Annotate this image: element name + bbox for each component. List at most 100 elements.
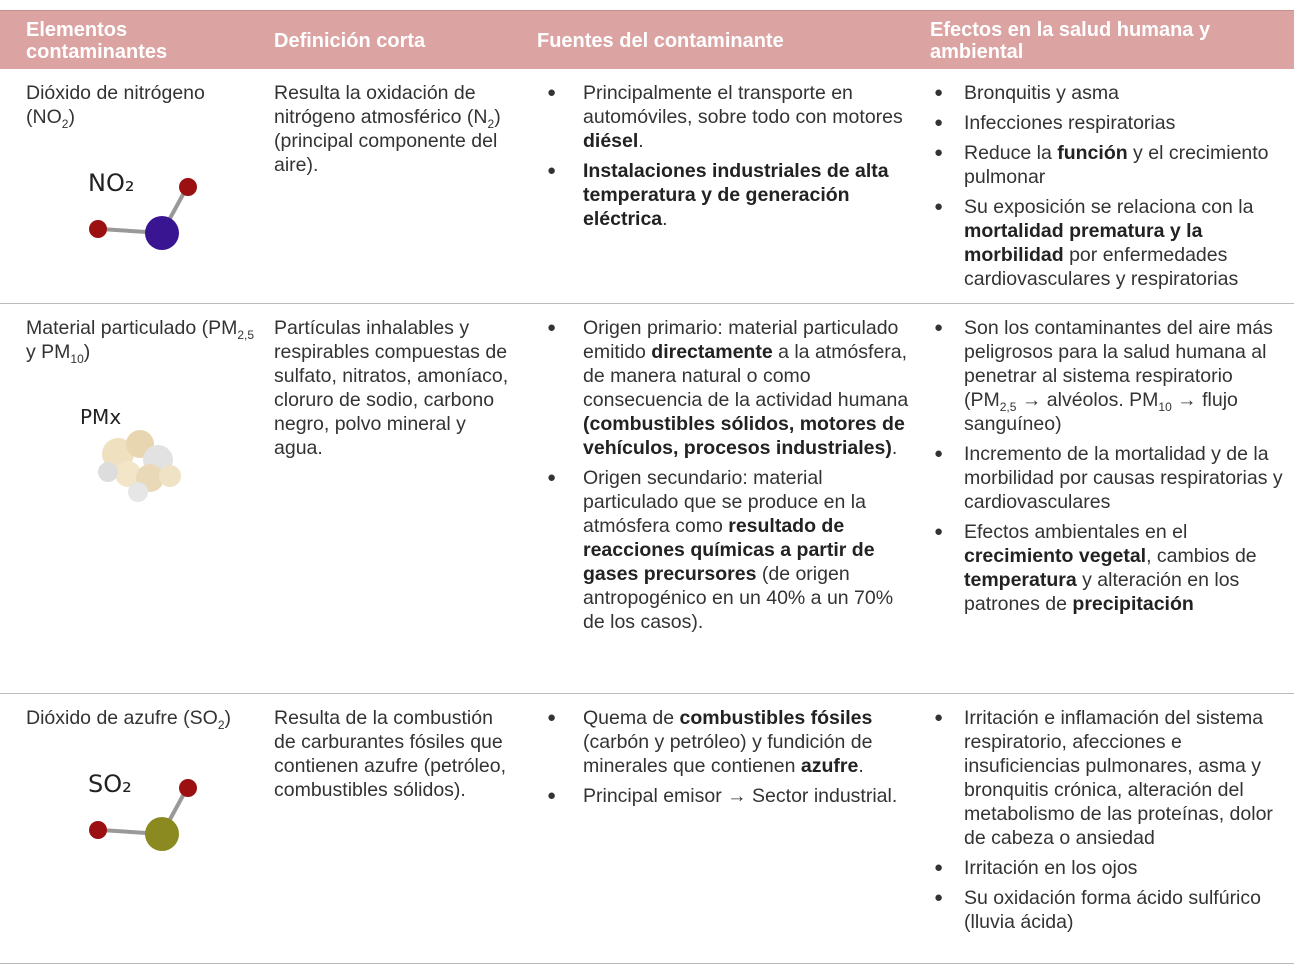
image-label: PMx	[80, 405, 121, 429]
molecule-image: SO₂	[58, 740, 210, 872]
image-background	[58, 740, 210, 872]
bold-text: función	[1057, 142, 1128, 164]
effect-item: Son los contaminantes del aire más pelig…	[930, 316, 1288, 436]
text-run: Principal emisor → Sector industrial.	[583, 785, 898, 807]
text-run: por enfermedades cardiovasculares y resp…	[964, 244, 1239, 290]
sources-cell: Quema de combustibles fósiles (carbón y …	[525, 693, 918, 964]
table-row: Dióxido de nitrógeno (NO2) NO₂ Resulta la …	[0, 69, 1294, 304]
effect-item: Bronquitis y asma	[930, 81, 1288, 105]
text-run: Quema de	[583, 707, 680, 729]
text-run: Bronquitis y asma	[964, 82, 1119, 104]
element-cell: Dióxido de azufre (SO2) SO₂	[0, 693, 262, 964]
text-run: )	[68, 106, 75, 128]
source-item: Quema de combustibles fósiles (carbón y …	[537, 706, 912, 778]
bold-text: (combustibles sólidos, motores de vehícu…	[583, 413, 905, 459]
bold-text: crecimiento vegetal	[964, 545, 1147, 567]
text-run: Material particulado (PM	[26, 317, 238, 339]
subscript: 2,5	[237, 327, 255, 342]
text-run: Irritación en los ojos	[964, 857, 1138, 879]
source-item: Origen primario: material particulado em…	[537, 316, 912, 460]
column-header: Efectos en la salud humana y ambiental	[918, 10, 1294, 69]
source-item: Principalmente el transporte en automóvi…	[537, 81, 912, 153]
text-run: y PM	[26, 341, 71, 363]
table-header: Elementos contaminantes Definición corta F…	[0, 10, 1294, 69]
element-name: Dióxido de nitrógeno (NO2)	[26, 81, 256, 130]
column-header: Definición corta	[262, 10, 525, 69]
text-run: Infecciones respiratorias	[964, 112, 1176, 134]
source-item: Origen secundario: material particulado …	[537, 466, 912, 634]
element-name: Material particulado (PM2,5 y PM10)	[26, 316, 256, 365]
effect-item: Su oxidación forma ácido sulfúrico (lluv…	[930, 886, 1288, 934]
effects-cell: Bronquitis y asma Infecciones respiratori…	[918, 69, 1294, 304]
sources-cell: Origen primario: material particulado em…	[525, 303, 918, 694]
oxygen-atom	[179, 779, 197, 797]
effects-list: Irritación e inflamación del sistema res…	[930, 706, 1288, 934]
image-background	[58, 139, 210, 271]
sources-list: Origen primario: material particulado em…	[537, 316, 912, 634]
sources-cell: Principalmente el transporte en automóvi…	[525, 69, 918, 304]
text-run: Origen secundario: material particulado …	[583, 467, 866, 537]
text-run: Resulta la oxidación de nitrógeno atmosf…	[274, 82, 488, 128]
text-run: .	[858, 755, 864, 777]
definition-cell: Resulta la oxidación de nitrógeno atmosf…	[262, 69, 525, 304]
text-run: .	[638, 130, 644, 152]
effects-cell: Irritación e inflamación del sistema res…	[918, 693, 1294, 964]
column-header: Elementos contaminantes	[0, 10, 262, 69]
molecule-image: NO₂	[58, 139, 210, 271]
table-row: Dióxido de azufre (SO2) SO₂ Resulta de la …	[0, 693, 1294, 964]
bold-text: mortalidad prematura y la morbilidad	[964, 220, 1203, 266]
text-run: .	[891, 437, 898, 459]
bold-text: Instalaciones industriales de alta tempe…	[583, 160, 889, 230]
text-run: .	[662, 208, 668, 230]
table-row: Material particulado (PM2,5 y PM10) PMx Pa…	[0, 303, 1294, 694]
effect-item: Incremento de la mortalidad y de la morb…	[930, 442, 1288, 514]
text-run: Su exposición se relaciona con la	[964, 196, 1254, 218]
text-run: (de origen antropogénico en un 40% a un …	[583, 563, 894, 633]
header-row: Elementos contaminantes Definición corta F…	[0, 10, 1294, 69]
text-run: ) (principal componente del aire).	[274, 106, 501, 176]
bold-text: azufre	[800, 755, 859, 777]
text-run: Incremento de la mortalidad y de la morb…	[964, 443, 1283, 513]
bold-text: combustibles fósiles	[679, 707, 873, 729]
effects-list: Bronquitis y asma Infecciones respiratori…	[930, 81, 1288, 291]
effects-list: Son los contaminantes del aire más pelig…	[930, 316, 1288, 616]
text-run: Efectos ambientales en el	[964, 521, 1188, 543]
sources-list: Principalmente el transporte en automóvi…	[537, 81, 912, 231]
text-run: y alteración en los patrones de	[964, 569, 1240, 615]
text-run: , cambios de	[1146, 545, 1257, 567]
image-label: NO₂	[88, 169, 134, 197]
text-run: → alvéolos. PM	[1016, 389, 1159, 411]
subscript: 2,5	[999, 399, 1017, 414]
text-run: a la atmósfera, de manera natural o como…	[583, 341, 909, 411]
definition-cell: Partículas inhalables y respirables comp…	[262, 303, 525, 694]
text-run: Dióxido de azufre (SO	[26, 707, 218, 729]
bold-text: directamente	[651, 341, 773, 363]
effect-item: Efectos ambientales en el crecimiento ve…	[930, 520, 1288, 616]
element-cell: Dióxido de nitrógeno (NO2) NO₂	[0, 69, 262, 304]
central-atom	[145, 817, 179, 851]
text-run: Irritación e inflamación del sistema res…	[964, 707, 1273, 849]
table-body: Dióxido de nitrógeno (NO2) NO₂ Resulta la …	[0, 69, 1294, 964]
element-cell: Material particulado (PM2,5 y PM10) PMx	[0, 303, 262, 694]
oxygen-atom	[89, 821, 107, 839]
particle	[128, 482, 148, 502]
effect-item: Irritación en los ojos	[930, 856, 1288, 880]
sources-list: Quema de combustibles fósiles (carbón y …	[537, 706, 912, 808]
subscript: 2	[487, 116, 495, 131]
effect-item: Su exposición se relaciona con la mortal…	[930, 195, 1288, 291]
oxygen-atom	[179, 178, 197, 196]
text-run: )	[83, 341, 91, 363]
bold-text: temperatura	[964, 569, 1077, 591]
element-name: Dióxido de azufre (SO2)	[26, 706, 256, 731]
column-header: Fuentes del contaminante	[525, 10, 918, 69]
subscript: 10	[1158, 399, 1172, 414]
text-run: → flujo sanguíneo)	[964, 389, 1238, 435]
molecule-image: PMx	[58, 374, 210, 506]
text-run: (carbón y petróleo) y fundición de miner…	[583, 731, 873, 777]
central-atom	[145, 216, 179, 250]
bold-text: resultado de reacciones químicas a parti…	[583, 515, 875, 585]
source-item: Instalaciones industriales de alta tempe…	[537, 159, 912, 231]
oxygen-atom	[89, 220, 107, 238]
text-run: Principalmente el transporte en automóvi…	[583, 82, 903, 128]
